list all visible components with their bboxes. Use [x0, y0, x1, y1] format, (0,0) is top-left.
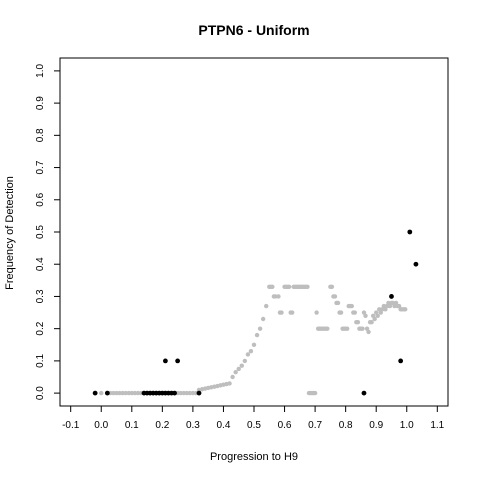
highlight-point — [175, 358, 180, 363]
x-tick-label: 0.2 — [155, 420, 169, 431]
background-point — [264, 304, 268, 308]
x-tick-label: 0.6 — [278, 420, 292, 431]
background-point — [290, 310, 294, 314]
background-point — [314, 310, 318, 314]
background-point — [330, 285, 334, 289]
x-axis-label: Progression to H9 — [210, 451, 298, 463]
highlight-point — [105, 391, 110, 396]
y-tick-label: 0.9 — [35, 96, 46, 110]
background-point — [336, 301, 340, 305]
highlight-point — [163, 358, 168, 363]
background-point — [353, 310, 357, 314]
background-point — [372, 317, 376, 321]
background-point — [258, 326, 262, 330]
background-point — [305, 285, 309, 289]
x-tick-label: 0.3 — [186, 420, 200, 431]
background-point — [403, 307, 407, 311]
background-point — [255, 333, 259, 337]
y-tick-label: 0.1 — [35, 354, 46, 368]
background-point — [339, 310, 343, 314]
y-axis: 0.0 0.1 0.2 0.3 0.4 0.5 0.6 0.7 0.8 0.9 1.0 — [35, 64, 60, 401]
background-point — [350, 304, 354, 308]
highlight-point — [407, 230, 412, 235]
y-tick-label: 0.3 — [35, 289, 46, 303]
y-tick-label: 0.0 — [35, 386, 46, 400]
background-point — [237, 367, 241, 371]
background-point — [261, 317, 265, 321]
x-tick-label: 1.1 — [430, 420, 444, 431]
x-tick-label: 0.8 — [339, 420, 353, 431]
background-point — [240, 364, 244, 368]
background-point — [233, 370, 237, 374]
y-tick-label: 0.5 — [35, 225, 46, 239]
y-tick-label: 0.2 — [35, 321, 46, 335]
x-tick-label: 0.1 — [125, 420, 139, 431]
background-point — [279, 310, 283, 314]
y-tick-label: 0.8 — [35, 128, 46, 142]
highlight-point — [93, 391, 98, 396]
highlight-series — [93, 230, 419, 396]
background-point — [270, 285, 274, 289]
x-tick-label: 0.0 — [94, 420, 108, 431]
highlight-point — [398, 358, 403, 363]
x-tick-label: 1.0 — [400, 420, 414, 431]
x-tick-label: 0.4 — [216, 420, 230, 431]
background-point — [369, 320, 373, 324]
background-point — [246, 352, 250, 356]
background-point — [356, 320, 360, 324]
background-point — [230, 375, 234, 379]
background-point — [313, 391, 317, 395]
y-tick-label: 0.6 — [35, 192, 46, 206]
x-tick-label: 0.9 — [369, 420, 383, 431]
background-point — [99, 391, 103, 395]
y-tick-label: 0.4 — [35, 257, 46, 271]
y-tick-label: 0.7 — [35, 160, 46, 174]
highlight-point — [414, 262, 419, 267]
background-point — [376, 314, 380, 318]
x-axis: -0.1 0.0 0.1 0.2 0.3 0.4 0.5 0.6 0.7 0.8 0.9 1.0 1.1 — [62, 406, 445, 431]
background-point — [363, 314, 367, 318]
x-tick-label: 0.5 — [247, 420, 261, 431]
highlight-point — [197, 391, 202, 396]
background-series — [99, 285, 407, 396]
background-point — [325, 326, 329, 330]
background-point — [333, 294, 337, 298]
background-point — [227, 381, 231, 385]
highlight-point — [389, 294, 394, 299]
background-point — [252, 343, 256, 347]
background-point — [366, 330, 370, 334]
background-point — [287, 285, 291, 289]
y-axis-label: Frequency of Detection — [4, 176, 16, 290]
background-point — [243, 359, 247, 363]
background-point — [360, 326, 364, 330]
plot-area — [60, 58, 448, 406]
background-point — [345, 326, 349, 330]
x-tick-label: 0.7 — [308, 420, 322, 431]
background-point — [276, 294, 280, 298]
chart-title: PTPN6 - Uniform — [198, 22, 309, 38]
y-tick-label: 1.0 — [35, 64, 46, 78]
highlight-point — [172, 391, 177, 396]
x-tick-label: -0.1 — [62, 420, 80, 431]
background-point — [249, 349, 253, 353]
highlight-point — [362, 391, 367, 396]
